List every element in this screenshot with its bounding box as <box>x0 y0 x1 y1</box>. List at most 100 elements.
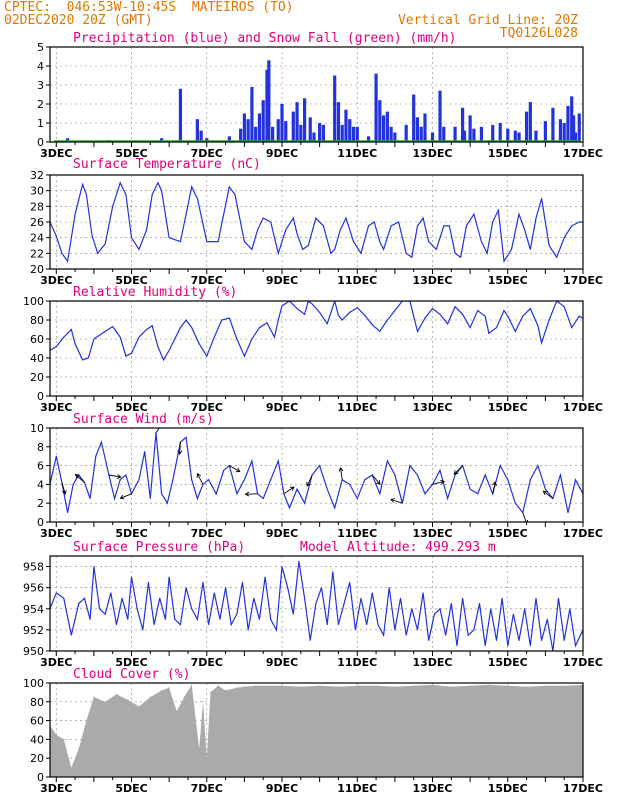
series-point <box>55 592 57 594</box>
series-point <box>228 186 230 188</box>
series-point <box>388 587 390 589</box>
series-point <box>349 483 351 485</box>
precip-bar <box>479 126 484 142</box>
wind-arrow <box>75 474 85 483</box>
wind-arrow-head <box>244 491 250 497</box>
precip-bar <box>453 126 457 142</box>
series-point <box>225 587 227 589</box>
series-point <box>477 493 479 495</box>
series-point <box>356 498 358 499</box>
series-point <box>70 329 72 330</box>
x-tick-label: 15DEC <box>488 147 528 160</box>
series-point <box>104 243 106 245</box>
x-tick-label: 3DEC <box>40 656 72 669</box>
series-point <box>138 336 140 338</box>
cloud-cover-point <box>202 701 204 703</box>
x-tick-label: 5DEC <box>115 527 147 540</box>
x-tick-label: 13DEC <box>412 147 452 160</box>
precip-bar <box>246 119 250 142</box>
y-tick-label: 1 <box>37 117 44 130</box>
series-point <box>535 597 537 599</box>
panel-title: Surface Temperature (nC) <box>73 157 261 172</box>
series-point <box>219 618 221 620</box>
series-point <box>477 310 479 311</box>
y-tick-label: 950 <box>23 645 44 658</box>
series-point <box>529 248 531 250</box>
plot-frame <box>49 682 584 778</box>
precip-bar <box>302 98 307 142</box>
precip-bar <box>412 94 416 142</box>
plot-data <box>50 181 583 263</box>
precip-bar <box>506 128 510 142</box>
panel-1: 0 1 2 3 4 5 3DEC 5DEC 7DEC 9DEC 11DEC 13DEC 15DEC 17D… <box>37 31 603 160</box>
series-point <box>383 634 385 636</box>
x-tick-label: 5DEC <box>115 656 147 669</box>
y-tick-label: 40 <box>30 352 44 365</box>
cloud-cover-area <box>50 684 583 777</box>
series-point <box>522 315 524 317</box>
series-point <box>486 252 488 254</box>
x-tick-label: 11DEC <box>337 274 377 287</box>
x-tick-label: 15DEC <box>488 527 528 540</box>
series-point <box>405 634 407 636</box>
precip-bar <box>378 100 382 142</box>
series-point <box>281 305 283 307</box>
y-tick-label: 60 <box>30 333 44 346</box>
panel-4: 0 2 4 6 8 10 3DEC 5DEC 7DEC 9DEC 11DEC 13DEC 15DEC 17… <box>30 412 603 540</box>
y-tick-label: 80 <box>30 696 44 709</box>
cloud-cover-point <box>93 696 95 698</box>
cloud-cover-point <box>85 720 87 722</box>
series-point <box>125 194 127 196</box>
cloud-cover-point <box>266 685 268 687</box>
cloud-cover-point <box>224 689 227 692</box>
series-point <box>67 512 69 514</box>
series-point <box>215 493 217 495</box>
series-point <box>371 324 373 326</box>
series-line <box>50 301 583 362</box>
series-point <box>213 336 215 338</box>
precip-bar <box>195 119 199 142</box>
precip-bar <box>438 90 442 142</box>
series-point <box>390 225 392 227</box>
series-point <box>55 235 57 237</box>
series-point <box>110 592 112 594</box>
series-point <box>535 217 537 219</box>
series-point <box>569 608 571 610</box>
x-tick-label: 15DEC <box>488 782 528 795</box>
series-point <box>512 613 514 615</box>
series-point <box>514 502 516 504</box>
x-tick-label: 5DEC <box>115 274 147 287</box>
series-point <box>257 229 259 231</box>
panel-5: 950 952 954 956 958 3DEC 5DEC 7DEC 9DEC 11DEC 13DE… <box>23 540 603 669</box>
series-point <box>360 252 362 254</box>
plot-data <box>50 301 583 362</box>
plot-frame <box>49 555 584 652</box>
series-point <box>364 314 366 316</box>
series-point <box>428 241 430 243</box>
series-point <box>131 352 133 354</box>
series-point <box>524 608 526 610</box>
x-tick-label: 17DEC <box>563 656 603 669</box>
series-point <box>371 592 373 594</box>
panel-3: 0 20 40 60 80 100 3DEC 5DEC 7DEC 9DEC 11DEC 13DEC 15… <box>23 285 603 414</box>
precip-bar <box>381 115 386 142</box>
wind-arrow-head <box>492 481 497 486</box>
cloud-cover-point <box>525 686 528 688</box>
y-tick-label: 20 <box>30 752 44 765</box>
cloud-cover-point <box>563 685 565 687</box>
cloud-cover-point <box>236 687 238 689</box>
cloud-cover-point <box>104 701 106 703</box>
cloud-cover-point <box>168 687 170 689</box>
series-point <box>490 608 492 610</box>
y-tick-label: 952 <box>23 624 44 637</box>
x-tick-label: 5DEC <box>115 782 147 795</box>
panel-title: Cloud Cover (%) <box>73 667 190 682</box>
series-point <box>469 488 471 490</box>
wind-arrow-head <box>177 450 183 455</box>
series-point <box>242 581 244 583</box>
x-tick-label: 3DEC <box>40 274 72 287</box>
wind-arrow <box>155 428 160 433</box>
precip-bar <box>321 124 325 142</box>
cloud-cover-point <box>319 685 321 687</box>
